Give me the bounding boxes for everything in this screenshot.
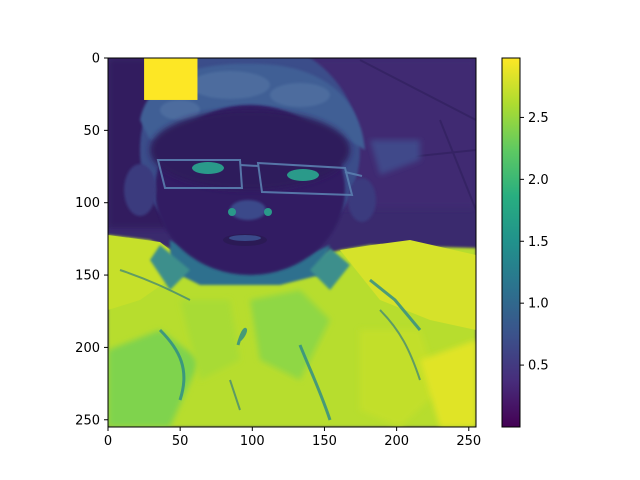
colorbar-tick-label: 0.5	[528, 359, 549, 374]
colorbar-tick-label: 2.0	[528, 173, 549, 188]
y-tick-label: 50	[83, 124, 100, 139]
colorbar-axis: 0.5 1.0 1.5 2.0 2.5	[520, 111, 549, 374]
y-tick-label: 250	[75, 413, 100, 428]
heatmap-image	[108, 58, 476, 427]
colorbar-tick-label: 1.5	[528, 235, 549, 250]
x-axis: 0 50 100 150 200 250	[104, 427, 481, 449]
x-tick-label: 200	[384, 434, 409, 449]
colorbar-tick-label: 1.0	[528, 297, 549, 312]
occlusion-patch	[144, 58, 198, 100]
plot-frame	[107, 57, 477, 428]
colorbar	[502, 58, 520, 427]
y-tick-label: 100	[75, 196, 100, 211]
x-tick-label: 50	[172, 434, 189, 449]
x-tick-label: 0	[104, 434, 112, 449]
y-tick-label: 200	[75, 341, 100, 356]
colorbar-tick-label: 2.5	[528, 111, 549, 126]
x-tick-label: 150	[312, 434, 337, 449]
y-tick-label: 0	[92, 52, 100, 67]
x-tick-label: 250	[456, 434, 481, 449]
x-tick-label: 100	[240, 434, 265, 449]
y-axis: 0 50 100 150 200 250	[75, 52, 108, 428]
y-tick-label: 150	[75, 269, 100, 284]
colorbar-frame	[501, 57, 521, 428]
